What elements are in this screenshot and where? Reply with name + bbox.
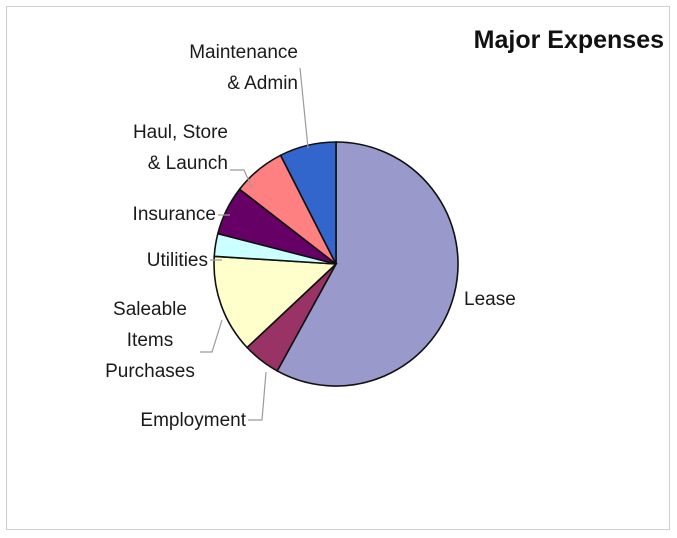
slice-labels: Lease Employment Saleable Items Purchases Uti… bbox=[105, 42, 516, 431]
slice-label-line: & Admin bbox=[227, 73, 298, 94]
slice-label-utilities: Utilities bbox=[147, 250, 208, 271]
leader-line-saleable-items-purchases bbox=[200, 319, 223, 353]
slice-label-line: Utilities bbox=[147, 250, 208, 271]
slice-label-line: Insurance bbox=[133, 204, 216, 225]
pie-slice-lease bbox=[276, 141, 459, 387]
leader-lines bbox=[200, 67, 309, 421]
slice-label-line: Lease bbox=[464, 289, 516, 310]
slice-label-line: Employment bbox=[140, 410, 246, 431]
slice-label-saleable-items-purchases: Saleable Items Purchases bbox=[105, 299, 195, 382]
slice-label-haul-store-launch: Haul, Store & Launch bbox=[133, 122, 228, 174]
slice-label-line: Items bbox=[127, 330, 173, 351]
slice-label-insurance: Insurance bbox=[133, 204, 216, 225]
slice-label-line: Haul, Store bbox=[133, 122, 228, 143]
leader-line-employment bbox=[248, 371, 267, 421]
leader-line-maintenance-admin bbox=[299, 67, 309, 149]
slice-label-line: Saleable bbox=[113, 299, 187, 320]
chart-title: Major Expenses bbox=[474, 26, 664, 54]
pie-slices bbox=[213, 141, 459, 387]
slice-label-lease: Lease bbox=[464, 289, 516, 310]
slice-label-employment: Employment bbox=[140, 410, 246, 431]
slice-label-line: Purchases bbox=[105, 361, 195, 382]
leader-line-haul-store-launch bbox=[230, 169, 253, 189]
slice-label-maintenance-admin: Maintenance & Admin bbox=[189, 42, 298, 94]
slice-label-line: Maintenance bbox=[189, 42, 298, 63]
slice-label-line: & Launch bbox=[148, 153, 228, 174]
pie-slice-saleable-items-purchases bbox=[213, 255, 338, 349]
